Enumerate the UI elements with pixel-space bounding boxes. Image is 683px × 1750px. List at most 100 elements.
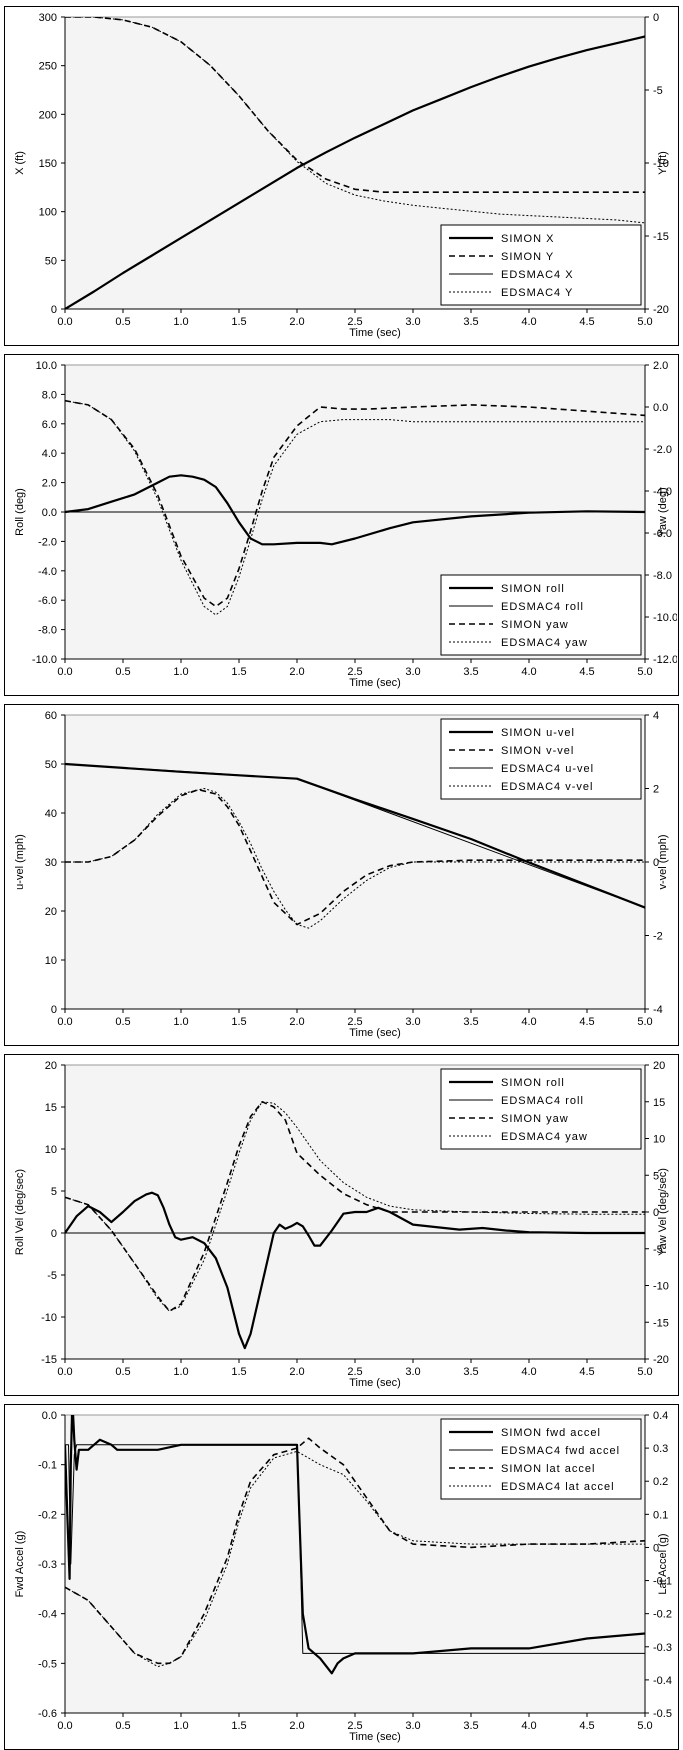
- x-tick-label: 0.0: [57, 666, 72, 678]
- chart-panel: 0.0 0.5 1.0 1.5 2.0 2.5 3.0 3.5 4.0 4.5 5.0 0 50 100 1…: [4, 6, 679, 346]
- x-tick-label: 3.5: [463, 1366, 478, 1378]
- x-tick-label: 0.5: [115, 1720, 130, 1732]
- x-tick-label: 3.0: [405, 666, 420, 678]
- chart-panel: 0.0 0.5 1.0 1.5 2.0 2.5 3.0 3.5 4.0 4.5 5.0 -15 -10-…: [4, 1054, 679, 1396]
- x-axis-title: Time (sec): [349, 327, 401, 339]
- y-tick-label: 5: [51, 1186, 57, 1198]
- y2-tick-label: -5: [653, 85, 663, 97]
- x-tick-label: 4.5: [579, 666, 594, 678]
- legend-label: EDSMAC4 X: [501, 269, 574, 281]
- x-axis-title: Time (sec): [349, 677, 401, 689]
- y-tick-label: 0: [51, 1004, 57, 1016]
- legend-label: SIMON Y: [501, 251, 554, 263]
- x-tick-label: 0.5: [115, 666, 130, 678]
- legend: SIMON fwd accel EDSMAC4 fwd accel SIMON la…: [441, 1419, 641, 1499]
- x-tick-label: 2.0: [289, 666, 304, 678]
- legend-label: SIMON fwd accel: [501, 1427, 601, 1439]
- y-tick-label: -10.0: [32, 654, 57, 666]
- y2-tick-label: 2.0: [653, 360, 668, 372]
- x-tick-label: 1.5: [231, 316, 246, 328]
- x-tick-label: 0.5: [115, 316, 130, 328]
- y-tick-label: 10.0: [36, 360, 57, 372]
- x-tick-label: 3.0: [405, 1016, 420, 1028]
- legend-label: SIMON yaw: [501, 619, 569, 631]
- x-tick-label: 1.5: [231, 1720, 246, 1732]
- y2-tick-label: -15: [653, 231, 669, 243]
- y-tick-label: 250: [39, 61, 57, 73]
- x-tick-label: 1.0: [173, 1016, 188, 1028]
- x-tick-label: 4.0: [521, 1016, 536, 1028]
- legend-label: EDSMAC4 lat accel: [501, 1481, 615, 1493]
- x-tick-label: 1.5: [231, 666, 246, 678]
- y2-tick-label: -0.5: [653, 1708, 672, 1720]
- y-tick-label: 2.0: [42, 478, 57, 490]
- x-tick-label: 0.0: [57, 1720, 72, 1732]
- y-tick-label: 200: [39, 109, 57, 121]
- y2-tick-label: -10: [653, 1281, 669, 1293]
- legend-label: EDSMAC4 Y: [501, 287, 573, 299]
- x-tick-label: 5.0: [637, 1366, 652, 1378]
- x-tick-label: 3.0: [405, 1366, 420, 1378]
- y-tick-label: 8.0: [42, 389, 57, 401]
- y2-tick-label: 2: [653, 784, 659, 796]
- y2-tick-label: 0.2: [653, 1476, 668, 1488]
- legend-label: EDSMAC4 fwd accel: [501, 1445, 620, 1457]
- x-tick-label: 2.0: [289, 1016, 304, 1028]
- y-tick-label: 10: [45, 955, 57, 967]
- legend-label: SIMON roll: [501, 1077, 565, 1089]
- y2-axis-title: Yaw (deg): [657, 487, 669, 536]
- x-tick-label: 3.5: [463, 666, 478, 678]
- y2-tick-label: -12.0: [653, 654, 677, 666]
- y-tick-label: -0.3: [38, 1559, 57, 1571]
- x-tick-label: 2.0: [289, 316, 304, 328]
- legend-label: EDSMAC4 yaw: [501, 637, 588, 649]
- y-tick-label: 20: [45, 1060, 57, 1072]
- legend-label: EDSMAC4 yaw: [501, 1131, 588, 1143]
- x-tick-label: 1.0: [173, 316, 188, 328]
- x-tick-label: 4.0: [521, 666, 536, 678]
- x-tick-label: 3.0: [405, 1720, 420, 1732]
- y-tick-label: 100: [39, 207, 57, 219]
- legend-label: EDSMAC4 roll: [501, 1095, 584, 1107]
- y2-tick-label: 0.1: [653, 1509, 668, 1521]
- y2-tick-label: -15: [653, 1317, 669, 1329]
- y2-axis-title: Y (ft): [657, 151, 669, 175]
- legend-label: SIMON v-vel: [501, 745, 574, 757]
- x-tick-label: 1.0: [173, 666, 188, 678]
- y2-tick-label: -10.0: [653, 612, 677, 624]
- x-tick-label: 4.5: [579, 1720, 594, 1732]
- chart-svg: 0.0 0.5 1.0 1.5 2.0 2.5 3.0 3.5 4.0 4.5 5.0 -0.6 -0.…: [5, 1405, 677, 1748]
- x-tick-label: 5.0: [637, 1016, 652, 1028]
- y2-tick-label: 0: [653, 12, 659, 24]
- chart-panel: 0.0 0.5 1.0 1.5 2.0 2.5 3.0 3.5 4.0 4.5 5.0 -0.6 -0.…: [4, 1404, 679, 1750]
- y-tick-label: 0.0: [42, 1410, 57, 1422]
- x-tick-label: 0.0: [57, 1016, 72, 1028]
- legend-label: SIMON X: [501, 233, 554, 245]
- legend-label: SIMON u-vel: [501, 727, 575, 739]
- chart-svg: 0.0 0.5 1.0 1.5 2.0 2.5 3.0 3.5 4.0 4.5 5.0 -15 -10 -…: [5, 1055, 677, 1394]
- y2-tick-label: -0.3: [653, 1642, 672, 1654]
- y-tick-label: -0.2: [38, 1509, 57, 1521]
- legend: SIMON u-velSIMON v-velEDSMAC4 u-velEDSMA…: [441, 719, 641, 799]
- y2-axis-title: v-vel (mph): [657, 834, 669, 889]
- chart-panel: 0.0 0.5 1.0 1.5 2.0 2.5 3.0 3.5 4.0 4.5 5.0 0 10 20 30…: [4, 704, 679, 1046]
- y-tick-label: -15: [41, 1354, 57, 1366]
- x-tick-label: 3.5: [463, 1016, 478, 1028]
- x-tick-label: 0.0: [57, 316, 72, 328]
- y-tick-label: 10: [45, 1144, 57, 1156]
- y-axis-title: X (ft): [14, 151, 26, 175]
- y-tick-label: -8.0: [38, 625, 57, 637]
- legend-label: SIMON yaw: [501, 1113, 569, 1125]
- y-axis-title: Fwd Accel (g): [14, 1531, 26, 1598]
- y2-tick-label: 10: [653, 1134, 665, 1146]
- legend-label: SIMON roll: [501, 583, 565, 595]
- chart-svg: 0.0 0.5 1.0 1.5 2.0 2.5 3.0 3.5 4.0 4.5 5.00102030…: [5, 705, 677, 1044]
- x-tick-label: 1.5: [231, 1016, 246, 1028]
- x-tick-label: 0.5: [115, 1016, 130, 1028]
- y-tick-label: -6.0: [38, 595, 57, 607]
- y2-tick-label: 0.3: [653, 1443, 668, 1455]
- x-tick-label: 5.0: [637, 1720, 652, 1732]
- y2-tick-label: 20: [653, 1060, 665, 1072]
- y2-tick-label: 0.4: [653, 1410, 668, 1422]
- y2-tick-label: 15: [653, 1097, 665, 1109]
